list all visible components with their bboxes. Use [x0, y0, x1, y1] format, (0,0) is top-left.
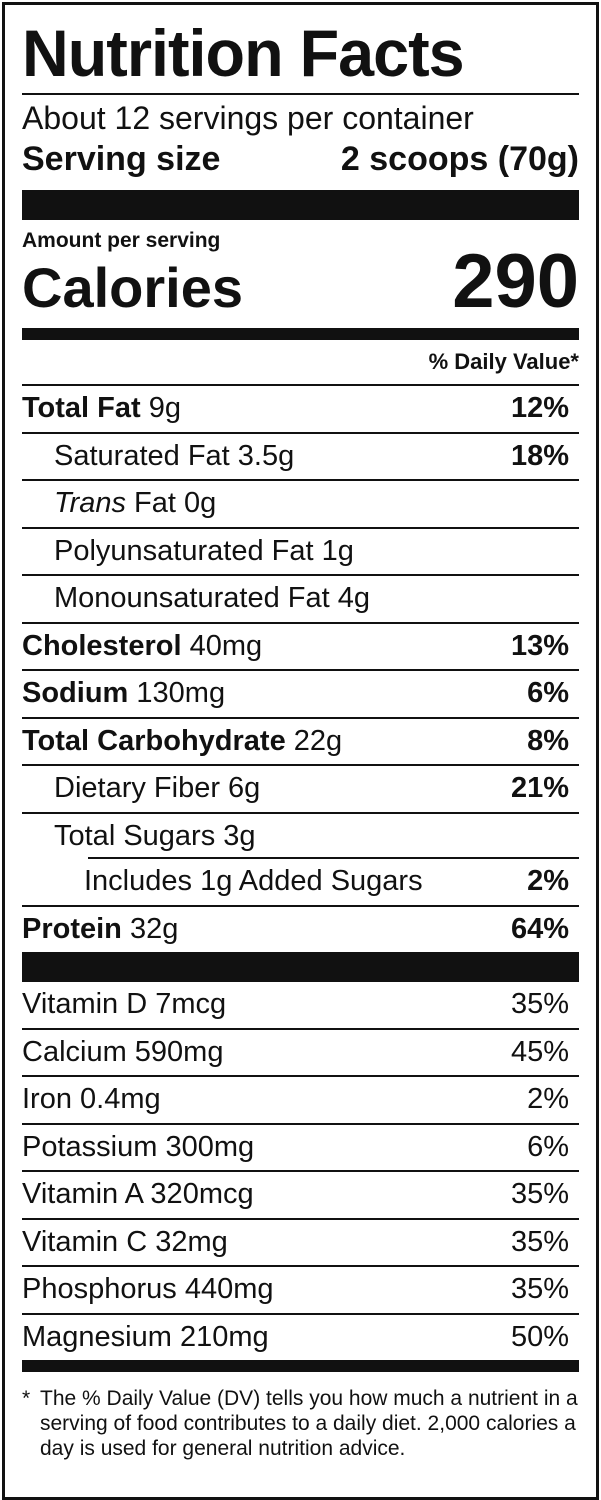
vitamin-row: Iron 0.4mg 2% — [22, 1077, 579, 1125]
nutrient-text: Saturated Fat 3.5g — [54, 439, 295, 472]
calories-label: Calories — [22, 256, 243, 319]
vitamin-dv: 6% — [527, 1130, 569, 1163]
nutrient-row: Total Fat 9g 12% — [22, 386, 579, 434]
daily-value-header: % Daily Value* — [22, 340, 579, 386]
nutrient-text: Monounsaturated Fat 4g — [54, 582, 370, 615]
divider-medium — [22, 328, 579, 340]
vitamin-list: Vitamin D 7mcg 35% Calcium 590mg 45% Iron 0.… — [22, 982, 579, 1360]
nutrient-name: Cholesterol — [22, 629, 182, 662]
footnote-text: The % Daily Value (DV) tells you how muc… — [40, 1387, 578, 1460]
vitamin-dv: 45% — [510, 1035, 569, 1068]
nutrient-row: Polyunsaturated Fat 1g — [22, 529, 579, 576]
servings: About 12 servings per container — [22, 100, 474, 136]
calories: Calories 290 — [22, 239, 579, 324]
vitamin-text: Potassium 300mg — [22, 1130, 255, 1163]
nutrient-amount: 9g — [148, 392, 182, 425]
vitamin-row: Potassium 300mg 6% — [22, 1125, 579, 1172]
vitamin-row: Vitamin C 32mg 35% — [22, 1220, 579, 1267]
label-content: Nutrition Facts About 12 servings per co… — [22, 5, 579, 1461]
vitamin-row: Calcium 590mg 45% — [22, 1030, 579, 1077]
nutrient-row: Monounsaturated Fat 4g — [22, 576, 579, 624]
vitamin-dv: 35% — [510, 1178, 569, 1211]
divider — [22, 93, 579, 95]
serving-size-label: Serving size — [22, 140, 221, 178]
nutrient-row: Total Sugars 3g — [22, 814, 579, 859]
vitamin-dv: 35% — [510, 988, 569, 1021]
nutrient-dv: 6% — [527, 677, 569, 710]
nutrient-row: Includes 1g Added Sugars 2% — [22, 859, 579, 907]
nutrient-text: Polyunsaturated Fat 1g — [54, 534, 354, 567]
nutrient-amount: 32g — [129, 912, 179, 945]
nutrient-amount: Fat 0g — [134, 487, 217, 520]
calories-value: 290 — [452, 239, 579, 324]
nutrient-amount: 40mg — [189, 629, 263, 662]
nutrient-row: Saturated Fat 3.5g 18% — [22, 434, 579, 481]
footnote-mark: * — [22, 1387, 31, 1410]
vitamin-text: Calcium 590mg — [22, 1035, 224, 1068]
nutrient-dv: 2% — [527, 865, 569, 898]
vitamin-dv: 35% — [510, 1273, 569, 1306]
serving-size-value: 2 scoops (70g) — [340, 140, 579, 178]
nutrient-row: Dietary Fiber 6g 21% — [22, 766, 579, 814]
nutrient-name: Protein — [22, 912, 122, 945]
nutrient-row: Protein 32g 64% — [22, 907, 579, 953]
nutrient-dv: 13% — [510, 629, 569, 662]
nutrient-dv: 21% — [510, 772, 569, 805]
nutrient-text: Includes 1g Added Sugars — [84, 865, 423, 898]
nutrient-name: Total Carbohydrate — [22, 724, 286, 757]
divider-thick — [22, 952, 579, 982]
nutrient-row: Sodium 130mg 6% — [22, 671, 579, 719]
vitamin-text: Iron 0.4mg — [22, 1083, 161, 1116]
divider-medium — [22, 1360, 579, 1372]
vitamin-text: Vitamin A 320mcg — [22, 1178, 254, 1211]
nutrient-dv: 18% — [510, 439, 569, 472]
serving-size: Serving size 2 scoops (70g) — [22, 139, 579, 179]
vitamin-text: Magnesium 210mg — [22, 1320, 269, 1353]
vitamin-dv: 50% — [510, 1320, 569, 1353]
nutrient-name: Total Fat — [22, 392, 141, 425]
vitamin-text: Phosphorus 440mg — [22, 1273, 274, 1306]
nutrient-text: Dietary Fiber 6g — [54, 772, 261, 805]
vitamin-text: Vitamin C 32mg — [22, 1225, 228, 1258]
nutrient-dv: 64% — [510, 912, 569, 945]
nutrient-name: Trans — [54, 487, 126, 520]
nutrient-name: Sodium — [22, 677, 129, 710]
vitamin-row: Magnesium 210mg 50% — [22, 1315, 579, 1361]
nutrient-row: Total Carbohydrate 22g 8% — [22, 719, 579, 766]
nutrient-dv: 8% — [527, 724, 569, 757]
divider-thick — [22, 190, 579, 220]
nutrient-dv: 12% — [510, 392, 569, 425]
divider — [88, 857, 579, 859]
vitamin-row: Vitamin D 7mcg 35% — [22, 982, 579, 1030]
nutrient-amount: 22g — [293, 724, 343, 757]
amount-per-serving: Amount per serving — [22, 229, 221, 252]
title: Nutrition Facts — [22, 16, 465, 90]
vitamin-dv: 2% — [527, 1083, 569, 1116]
vitamin-text: Vitamin D 7mcg — [22, 988, 227, 1021]
vitamin-row: Phosphorus 440mg 35% — [22, 1267, 579, 1315]
vitamin-dv: 35% — [510, 1225, 569, 1258]
nutrient-row: Cholesterol 40mg 13% — [22, 624, 579, 671]
nutrient-amount: 130mg — [136, 677, 226, 710]
nutrient-row: Trans Fat 0g — [22, 481, 579, 529]
vitamin-row: Vitamin A 320mcg 35% — [22, 1172, 579, 1220]
footnote: * The % Daily Value (DV) tells you how m… — [22, 1386, 579, 1461]
nutrient-text: Total Sugars 3g — [54, 819, 256, 852]
